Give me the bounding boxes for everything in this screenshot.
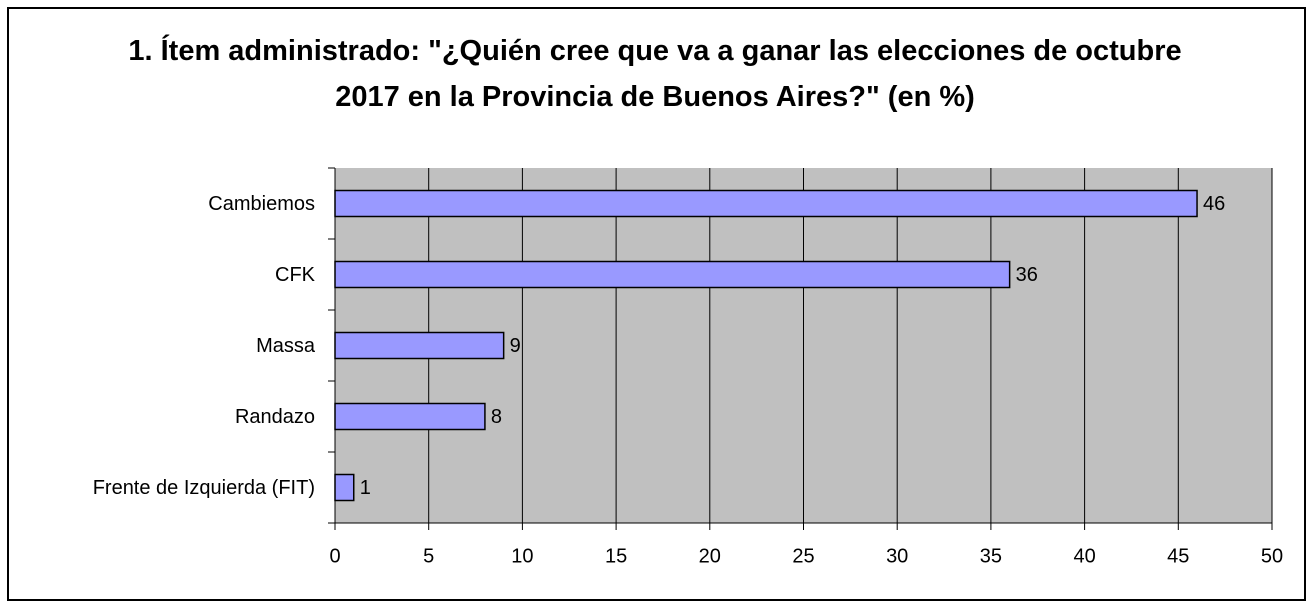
chart-title: 1. Ítem administrado: "¿Quién cree que v… — [128, 35, 1182, 113]
bar — [334, 189, 1198, 218]
bar — [334, 402, 486, 431]
x-tick-label: 10 — [511, 545, 533, 567]
y-tick-label: Massa — [256, 335, 316, 357]
x-tick-label: 15 — [605, 545, 627, 567]
x-tick-label: 0 — [329, 545, 340, 567]
x-tick-label: 5 — [423, 545, 434, 567]
x-tick-label: 35 — [980, 545, 1002, 567]
value-label: 8 — [491, 406, 502, 428]
value-label: 46 — [1203, 193, 1225, 215]
y-tick-label: CFK — [275, 264, 316, 286]
value-label: 36 — [1016, 264, 1038, 286]
y-tick-label: Cambiemos — [208, 193, 315, 215]
x-tick-label: 30 — [886, 545, 908, 567]
bar — [334, 260, 1011, 289]
x-tick-label: 45 — [1167, 545, 1189, 567]
x-tick-label: 50 — [1261, 545, 1283, 567]
x-tick-label: 40 — [1073, 545, 1095, 567]
y-tick-label: Randazo — [235, 406, 315, 428]
x-tick-label: 20 — [699, 545, 721, 567]
x-tick-label: 25 — [792, 545, 814, 567]
value-label: 1 — [360, 477, 371, 499]
y-tick-label: Frente de Izquierda (FIT) — [93, 477, 315, 499]
bar — [334, 473, 355, 502]
value-label: 9 — [510, 335, 521, 357]
bar — [334, 331, 505, 360]
